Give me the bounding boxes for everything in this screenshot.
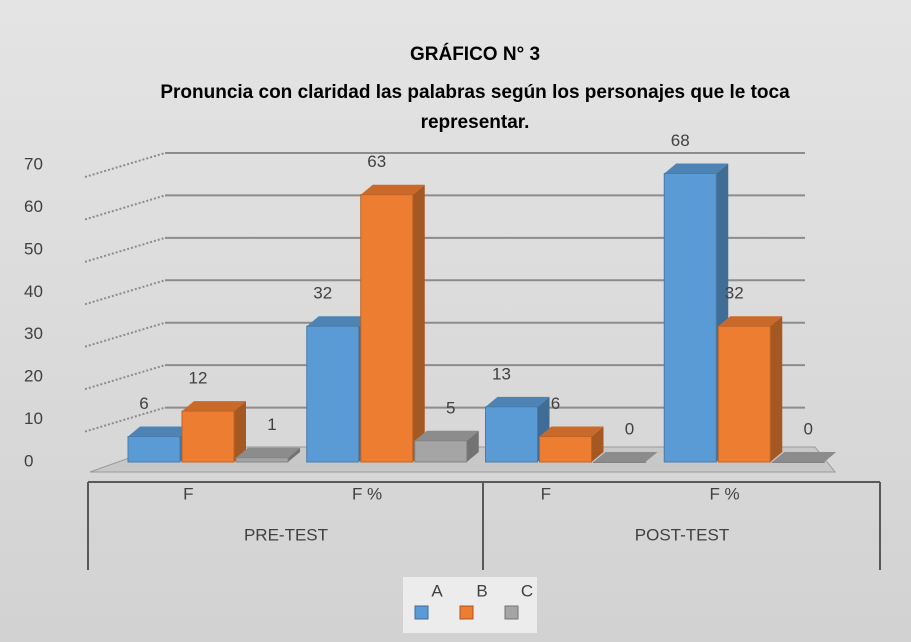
bar xyxy=(593,461,646,463)
bar-side xyxy=(412,184,425,462)
grid-depth xyxy=(84,279,166,306)
data-label: 12 xyxy=(189,369,208,388)
bar xyxy=(127,436,181,463)
bar xyxy=(181,410,235,463)
data-label: 68 xyxy=(671,131,690,150)
legend-box xyxy=(403,577,537,633)
bar-top xyxy=(485,396,550,407)
data-label: 0 xyxy=(804,419,813,438)
y-tick-label: 10 xyxy=(24,409,43,428)
data-label: 1 xyxy=(267,415,276,434)
bar-side xyxy=(770,316,783,462)
y-tick-label: 50 xyxy=(24,239,43,258)
legend-label: B xyxy=(476,581,487,600)
legend-swatch xyxy=(504,605,519,620)
data-label: 0 xyxy=(625,419,634,438)
bar-top xyxy=(664,163,729,174)
bar-top xyxy=(182,401,246,412)
y-tick-label: 40 xyxy=(24,282,43,301)
bar-top xyxy=(593,452,658,462)
data-label: 13 xyxy=(492,364,511,383)
bar-top xyxy=(772,452,837,462)
x-tick-label: F xyxy=(183,484,193,503)
data-label: 32 xyxy=(313,284,332,303)
x-tick-label: F % xyxy=(352,484,382,503)
bar-top xyxy=(360,184,425,195)
bar-side xyxy=(466,430,479,462)
bar-top xyxy=(236,447,300,458)
bar-top xyxy=(306,316,371,327)
bar xyxy=(663,172,717,463)
group-label: POST-TEST xyxy=(635,525,729,544)
y-tick-label: 0 xyxy=(24,451,33,470)
bar xyxy=(485,406,538,463)
grid-depth xyxy=(84,406,166,433)
data-label: 6 xyxy=(139,394,148,413)
bar xyxy=(771,461,825,463)
bar-side xyxy=(591,426,604,462)
bar xyxy=(539,436,592,463)
grid-depth xyxy=(84,364,166,391)
bar xyxy=(717,325,771,463)
legend-label: C xyxy=(521,581,533,600)
bar-top xyxy=(539,426,604,437)
grid-depth xyxy=(84,194,166,221)
chart-title: GRÁFICO N° 3 xyxy=(409,44,541,65)
grid-depth xyxy=(84,152,166,178)
legend-swatch xyxy=(459,605,474,620)
y-tick-label: 70 xyxy=(24,154,43,173)
x-tick-label: F xyxy=(541,484,551,503)
legend-swatch xyxy=(414,605,429,620)
bar-top xyxy=(414,430,479,441)
y-tick-label: 30 xyxy=(24,324,43,343)
data-label: 5 xyxy=(446,398,455,417)
bar xyxy=(414,440,468,463)
bar-side xyxy=(288,447,300,462)
bar xyxy=(360,194,414,463)
y-tick-label: 60 xyxy=(24,197,43,216)
bar-top xyxy=(718,316,783,327)
bar-top xyxy=(128,426,192,437)
x-tick-label: F % xyxy=(709,484,739,503)
bar xyxy=(306,325,360,463)
data-label: 32 xyxy=(725,284,744,303)
grid-depth xyxy=(84,321,166,348)
data-label: 63 xyxy=(367,152,386,171)
data-label: 6 xyxy=(551,394,560,413)
chart-subtitle: Pronuncia con claridad las palabras segú… xyxy=(160,82,790,133)
grid-depth xyxy=(84,236,166,263)
bar-side xyxy=(234,401,246,462)
y-tick-label: 20 xyxy=(24,367,43,386)
group-label: PRE-TEST xyxy=(244,525,328,544)
bar xyxy=(235,457,289,463)
legend-label: A xyxy=(431,581,443,600)
